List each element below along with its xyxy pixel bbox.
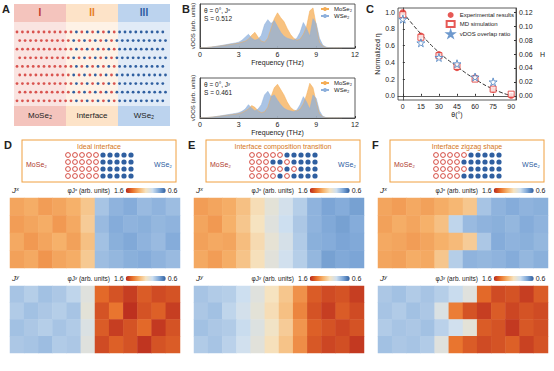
svg-text:III: III [140, 7, 149, 18]
svg-text:II: II [89, 7, 95, 18]
svg-text:1.6: 1.6 [298, 275, 308, 282]
svg-text:Interface: Interface [76, 111, 108, 120]
svg-text:Jʸ: Jʸ [379, 274, 388, 283]
svg-text:0.12: 0.12 [519, 9, 533, 16]
svg-text:0.04: 0.04 [519, 64, 533, 71]
svg-text:MoSe₂: MoSe₂ [210, 161, 231, 168]
svg-text:WSe₂: WSe₂ [522, 161, 540, 168]
svg-text:1.6: 1.6 [114, 187, 124, 194]
svg-text:0.10: 0.10 [519, 23, 533, 30]
svg-text:Frequency (THz): Frequency (THz) [251, 59, 304, 67]
svg-text:1.6: 1.6 [298, 187, 308, 194]
svg-text:Jʸ: Jʸ [195, 274, 204, 283]
svg-text:0.6: 0.6 [352, 275, 362, 282]
svg-text:WSe₂: WSe₂ [134, 111, 154, 120]
svg-text:0.6: 0.6 [352, 187, 362, 194]
svg-text:F: F [372, 139, 379, 151]
svg-text:B: B [182, 3, 190, 15]
svg-text:45: 45 [453, 103, 461, 110]
svg-text:60: 60 [471, 103, 479, 110]
svg-text:12: 12 [351, 51, 359, 58]
svg-text:0.4: 0.4 [385, 59, 395, 66]
svg-text:φJʸ (arb. units): φJʸ (arb. units) [252, 275, 294, 283]
svg-text:MD simulation: MD simulation [460, 21, 498, 27]
svg-text:φJˣ (arb. units): φJˣ (arb. units) [252, 187, 294, 195]
svg-text:Jˣ: Jˣ [11, 186, 20, 195]
svg-text:Frequency (THz): Frequency (THz) [251, 129, 304, 137]
svg-text:0.08: 0.08 [519, 37, 533, 44]
svg-text:0.6: 0.6 [168, 187, 178, 194]
svg-text:0.6: 0.6 [536, 187, 546, 194]
svg-text:Experimental results: Experimental results [460, 12, 514, 18]
svg-text:Jˣ: Jˣ [379, 186, 388, 195]
svg-text:0.6: 0.6 [385, 42, 395, 49]
svg-text:D: D [4, 139, 12, 151]
svg-text:3: 3 [237, 51, 241, 58]
svg-text:30: 30 [435, 103, 443, 110]
svg-text:75: 75 [489, 103, 497, 110]
svg-text:C: C [366, 3, 374, 15]
svg-text:φJˣ (arb. units): φJˣ (arb. units) [436, 187, 478, 195]
svg-text:vDOS (arb. units): vDOS (arb. units) [190, 3, 196, 49]
svg-text:Interface zigzag shape: Interface zigzag shape [432, 143, 503, 151]
svg-text:WSe₂: WSe₂ [338, 161, 356, 168]
svg-text:0: 0 [198, 121, 202, 128]
svg-text:MoSe₂: MoSe₂ [394, 161, 415, 168]
svg-text:MoSe₂: MoSe₂ [26, 161, 47, 168]
svg-text:φJˣ (arb. units): φJˣ (arb. units) [68, 187, 110, 195]
svg-text:φJʸ (arb. units): φJʸ (arb. units) [68, 275, 110, 283]
svg-text:θ = 0°, Jʸ: θ = 0°, Jʸ [204, 81, 231, 88]
svg-text:0: 0 [401, 103, 405, 110]
svg-text:H: H [540, 51, 545, 58]
svg-text:WSe₂: WSe₂ [334, 87, 350, 93]
svg-text:0.2: 0.2 [385, 76, 395, 83]
svg-text:φJʸ (arb. units): φJʸ (arb. units) [436, 275, 478, 283]
svg-text:E: E [188, 139, 195, 151]
svg-text:MoSe₂: MoSe₂ [334, 80, 353, 86]
svg-text:S = 0.512: S = 0.512 [204, 15, 232, 22]
svg-text:0.6: 0.6 [168, 275, 178, 282]
svg-text:6: 6 [276, 51, 280, 58]
svg-text:1.0: 1.0 [385, 9, 395, 16]
svg-text:1.6: 1.6 [114, 275, 124, 282]
svg-text:15: 15 [417, 103, 425, 110]
svg-text:Jʸ: Jʸ [11, 274, 20, 283]
svg-text:WSe₂: WSe₂ [154, 161, 172, 168]
svg-text:1.6: 1.6 [482, 275, 492, 282]
svg-text:9: 9 [314, 121, 318, 128]
svg-text:0.06: 0.06 [519, 51, 533, 58]
svg-text:vDOS (arb. units): vDOS (arb. units) [190, 75, 196, 121]
svg-text:Jˣ: Jˣ [195, 186, 204, 195]
svg-text:6: 6 [276, 121, 280, 128]
svg-text:A: A [2, 3, 10, 15]
svg-text:3: 3 [237, 121, 241, 128]
svg-text:0.6: 0.6 [536, 275, 546, 282]
svg-text:θ = 0°, Jˣ: θ = 0°, Jˣ [204, 7, 231, 14]
svg-text:0.02: 0.02 [519, 78, 533, 85]
svg-text:0.00: 0.00 [519, 92, 533, 99]
svg-text:12: 12 [351, 121, 359, 128]
svg-text:MoSe₂: MoSe₂ [28, 111, 52, 120]
svg-text:vDOS overlap ratio: vDOS overlap ratio [460, 31, 511, 37]
svg-text:θ(°): θ(°) [451, 111, 462, 119]
svg-text:90: 90 [507, 103, 515, 110]
svg-text:S = 0.461: S = 0.461 [204, 89, 232, 96]
svg-text:Ideal interface: Ideal interface [77, 143, 121, 150]
svg-text:0: 0 [198, 51, 202, 58]
svg-text:Normalized η: Normalized η [374, 33, 382, 74]
svg-text:9: 9 [314, 51, 318, 58]
svg-text:1.6: 1.6 [482, 187, 492, 194]
svg-text:0.8: 0.8 [385, 25, 395, 32]
svg-text:MoSe₂: MoSe₂ [334, 6, 353, 12]
svg-text:Interface composition transiti: Interface composition transition [235, 143, 332, 151]
svg-text:WSe₂: WSe₂ [334, 13, 350, 19]
svg-text:0.0: 0.0 [385, 92, 395, 99]
svg-text:I: I [39, 7, 42, 18]
